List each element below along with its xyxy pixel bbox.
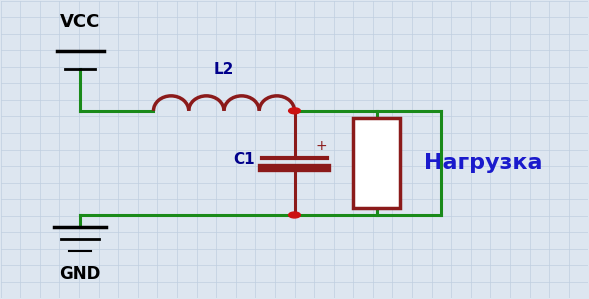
Text: C1: C1: [234, 152, 256, 167]
Circle shape: [289, 108, 300, 114]
Text: Нагрузка: Нагрузка: [423, 153, 542, 173]
Text: VCC: VCC: [60, 13, 100, 30]
Text: GND: GND: [59, 266, 101, 283]
Bar: [353, 118, 401, 208]
Text: L2: L2: [214, 62, 234, 77]
Text: +: +: [315, 139, 327, 153]
Circle shape: [289, 212, 300, 218]
